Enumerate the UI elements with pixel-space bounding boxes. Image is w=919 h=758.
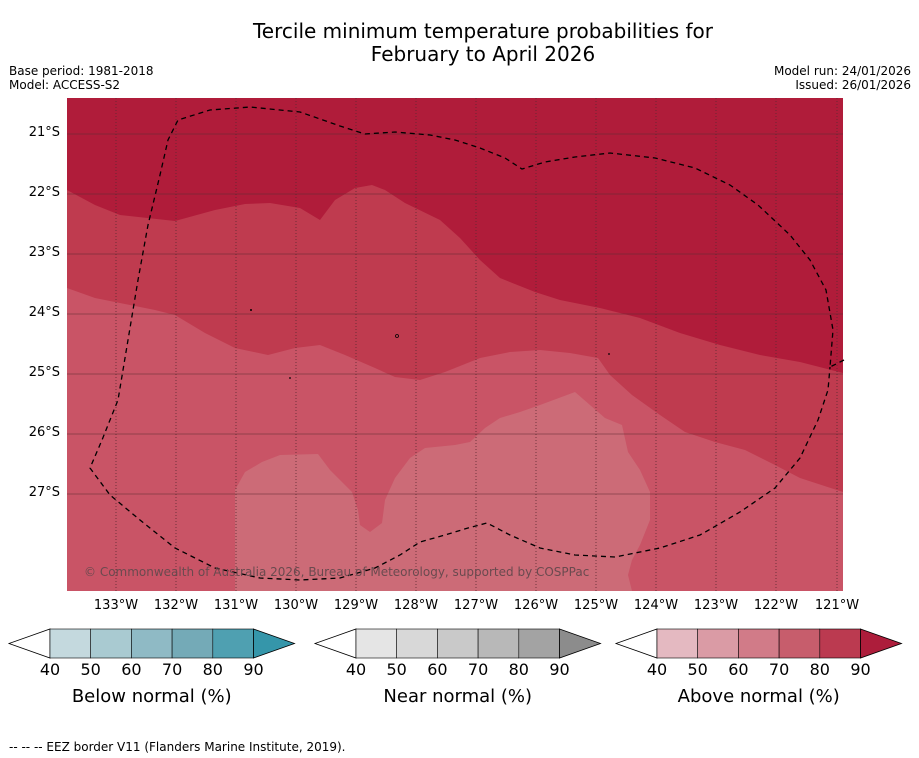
longitude-label: 132°W bbox=[153, 598, 199, 613]
longitude-label: 131°W bbox=[213, 598, 259, 613]
colorbar-tick-label: 70 bbox=[467, 660, 489, 679]
longitude-label: 123°W bbox=[693, 598, 739, 613]
colorbar-segment bbox=[477, 628, 520, 659]
model-name: Model: ACCESS-S2 bbox=[9, 78, 121, 92]
latitude-label: 23°S bbox=[28, 245, 60, 260]
colorbar-segment bbox=[697, 628, 739, 659]
colorbar-segment bbox=[171, 628, 214, 659]
longitude-label: 121°W bbox=[814, 598, 860, 613]
colorbar-tick-label: 50 bbox=[687, 660, 708, 679]
copyright-notice: © Commonwealth of Australia 2026, Bureau… bbox=[84, 565, 590, 579]
colorbar bbox=[614, 628, 903, 659]
title-line-2: February to April 2026 bbox=[370, 42, 596, 66]
colorbar-under-triangle bbox=[313, 628, 357, 659]
colorbar-tick-label: 70 bbox=[768, 660, 790, 679]
colorbar-tick-label: 90 bbox=[549, 660, 570, 679]
island-marker bbox=[250, 309, 252, 311]
colorbar-tick-label: 60 bbox=[121, 660, 142, 679]
colorbar-segment bbox=[656, 628, 699, 659]
colorbar-over-triangle bbox=[559, 628, 602, 659]
eez-legend-note: -- -- -- EEZ border V11 (Flanders Marine… bbox=[9, 740, 346, 754]
colorbar-tick-label: 40 bbox=[39, 660, 61, 679]
colorbars bbox=[7, 628, 903, 659]
longitude-label: 126°W bbox=[513, 598, 559, 613]
colorbar-tick-label: 80 bbox=[809, 660, 830, 679]
band-above-60 bbox=[235, 392, 650, 591]
colorbar-tick-label: 90 bbox=[850, 660, 871, 679]
longitude-label: 127°W bbox=[453, 598, 499, 613]
longitude-label: 133°W bbox=[93, 598, 139, 613]
colorbar-segment bbox=[212, 628, 254, 659]
longitude-label: 129°W bbox=[333, 598, 379, 613]
longitude-label: 124°W bbox=[633, 598, 679, 613]
island-marker bbox=[395, 334, 399, 338]
colorbar bbox=[7, 628, 296, 659]
colorbar-under-triangle bbox=[614, 628, 658, 659]
latitude-label: 25°S bbox=[28, 365, 60, 380]
colorbar-tick-label: 90 bbox=[243, 660, 264, 679]
colorbar-segment bbox=[49, 628, 92, 659]
colorbar-tick-label: 40 bbox=[646, 660, 668, 679]
base-period: Base period: 1981-2018 bbox=[9, 64, 154, 78]
issued-date: Issued: 26/01/2026 bbox=[795, 78, 911, 92]
colorbar-over-triangle bbox=[860, 628, 903, 659]
meta-left: Base period: 1981-2018 Model: ACCESS-S2 bbox=[9, 64, 154, 92]
colorbar-over-triangle bbox=[253, 628, 296, 659]
colorbar-tick-label: 80 bbox=[508, 660, 529, 679]
colorbar-tick-label: 50 bbox=[386, 660, 407, 679]
colorbar-segment bbox=[518, 628, 560, 659]
colorbar-segment bbox=[396, 628, 438, 659]
meta-right: Model run: 24/01/2026 Issued: 26/01/2026 bbox=[774, 64, 911, 92]
model-run: Model run: 24/01/2026 bbox=[773, 64, 911, 78]
longitude-label: 128°W bbox=[393, 598, 439, 613]
colorbar-segment bbox=[778, 628, 821, 659]
longitude-label: 130°W bbox=[273, 598, 319, 613]
latitude-label: 22°S bbox=[28, 185, 60, 200]
colorbar-title: Near normal (%) bbox=[383, 686, 533, 707]
colorbar-title: Below normal (%) bbox=[71, 686, 232, 707]
map-area bbox=[67, 98, 843, 591]
colorbar bbox=[313, 628, 602, 659]
latitude-label: 21°S bbox=[28, 125, 60, 140]
colorbar-tick-label: 40 bbox=[345, 660, 367, 679]
colorbar-tick-label: 60 bbox=[427, 660, 448, 679]
latitude-label: 26°S bbox=[28, 425, 60, 440]
title-line-1: Tercile minimum temperature probabilitie… bbox=[252, 19, 714, 43]
colorbar-segment bbox=[355, 628, 398, 659]
colorbar-title: Above normal (%) bbox=[677, 686, 840, 707]
colorbar-segment bbox=[90, 628, 132, 659]
latitude-label: 24°S bbox=[28, 305, 60, 320]
latitude-label: 27°S bbox=[28, 485, 60, 500]
colorbar-under-triangle bbox=[7, 628, 51, 659]
colorbar-segment bbox=[738, 628, 780, 659]
colorbar-segment bbox=[437, 628, 479, 659]
gridlines bbox=[67, 98, 843, 591]
eez-border-line bbox=[89, 106, 845, 581]
colorbar-tick-label: 50 bbox=[80, 660, 101, 679]
longitude-label: 122°W bbox=[753, 598, 799, 613]
map-title: Tercile minimum temperature probabilitie… bbox=[0, 20, 919, 66]
island-marker bbox=[608, 353, 610, 355]
colorbar-tick-label: 70 bbox=[161, 660, 183, 679]
longitude-label: 125°W bbox=[573, 598, 619, 613]
island-marker bbox=[289, 377, 291, 379]
island-markers bbox=[250, 309, 610, 379]
colorbar-segment bbox=[819, 628, 861, 659]
colorbar-tick-label: 80 bbox=[202, 660, 223, 679]
colorbar-tick-label: 60 bbox=[728, 660, 749, 679]
colorbar-segment bbox=[131, 628, 173, 659]
